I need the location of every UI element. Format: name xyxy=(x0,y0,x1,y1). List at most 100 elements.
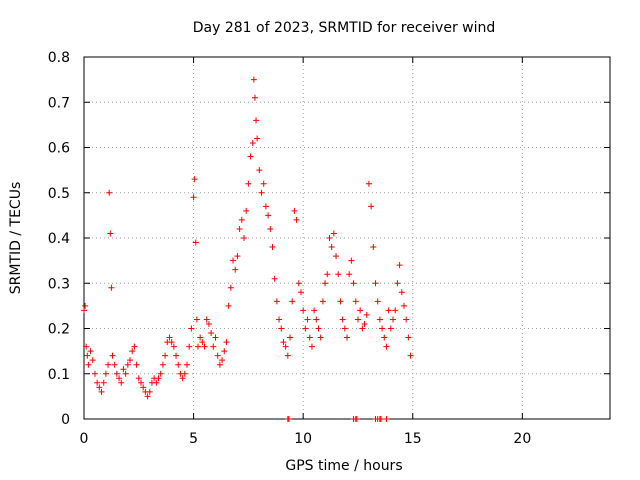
data-point xyxy=(337,298,344,305)
y-tick-label: 0.4 xyxy=(48,231,70,247)
y-tick-label: 0.6 xyxy=(48,141,70,157)
data-point xyxy=(120,366,127,373)
data-point xyxy=(203,316,210,323)
data-point xyxy=(216,361,223,368)
data-point xyxy=(370,244,377,251)
data-point xyxy=(291,207,298,214)
data-point xyxy=(85,361,92,368)
data-point xyxy=(238,216,245,223)
data-point xyxy=(230,257,237,264)
data-point xyxy=(381,334,388,341)
data-point xyxy=(282,343,289,350)
data-point xyxy=(193,316,200,323)
data-point xyxy=(98,388,105,395)
data-point xyxy=(394,280,401,287)
grid-lines xyxy=(84,57,610,419)
data-point xyxy=(109,352,116,359)
data-point xyxy=(376,316,383,323)
data-point xyxy=(278,325,285,332)
data-point xyxy=(83,343,90,350)
data-point xyxy=(234,253,241,260)
data-points xyxy=(81,76,414,422)
data-point xyxy=(155,375,162,382)
data-point xyxy=(116,375,123,382)
data-point xyxy=(322,280,329,287)
x-tick-label: 0 xyxy=(80,431,89,447)
data-point xyxy=(324,271,331,278)
data-point xyxy=(190,194,197,201)
data-point xyxy=(107,230,114,237)
data-point xyxy=(265,212,272,219)
data-point xyxy=(102,370,109,377)
data-point xyxy=(297,289,304,296)
data-point xyxy=(392,307,399,314)
data-point xyxy=(96,384,103,391)
data-point xyxy=(133,361,140,368)
x-tick-label: 10 xyxy=(294,431,312,447)
data-point xyxy=(390,316,397,323)
data-point xyxy=(379,325,386,332)
y-tick-label: 0.3 xyxy=(48,276,70,292)
data-point xyxy=(105,361,112,368)
data-point xyxy=(344,334,350,341)
data-point xyxy=(335,271,342,278)
x-tick-label: 20 xyxy=(513,431,531,447)
y-axis-label: SRMTID / TECUs xyxy=(8,182,24,295)
data-point xyxy=(250,76,257,83)
data-point xyxy=(153,379,160,386)
data-point xyxy=(232,266,239,273)
data-point xyxy=(111,361,118,368)
data-point xyxy=(357,307,364,314)
x-tick-label: 15 xyxy=(404,431,422,447)
data-point xyxy=(306,334,313,341)
data-point xyxy=(280,339,287,346)
data-point xyxy=(361,320,368,327)
data-point xyxy=(304,316,311,323)
data-point xyxy=(348,257,355,264)
data-point xyxy=(346,271,353,278)
data-point xyxy=(91,370,98,377)
y-tick-label: 0.2 xyxy=(48,322,70,338)
data-point xyxy=(254,135,261,142)
data-point xyxy=(173,352,180,359)
data-point xyxy=(223,339,230,346)
data-point xyxy=(236,225,243,232)
data-point xyxy=(377,416,384,422)
data-point xyxy=(140,384,147,391)
data-point xyxy=(256,167,263,174)
data-point xyxy=(353,416,360,422)
data-point xyxy=(365,180,372,187)
data-point xyxy=(385,307,392,314)
data-point xyxy=(269,244,276,251)
data-point xyxy=(225,302,232,309)
data-point xyxy=(262,203,269,210)
data-point xyxy=(354,316,361,323)
data-point xyxy=(144,393,151,400)
data-point xyxy=(326,235,333,241)
data-point xyxy=(249,139,256,146)
data-point xyxy=(94,379,101,386)
data-point xyxy=(240,235,247,241)
y-tick-label: 0.1 xyxy=(48,367,70,383)
data-point xyxy=(205,320,212,327)
y-tick-label: 0.7 xyxy=(48,95,70,111)
y-tick-label: 0 xyxy=(61,412,70,428)
data-point xyxy=(317,334,324,341)
data-point xyxy=(127,357,134,364)
data-point xyxy=(300,307,307,314)
data-point xyxy=(341,325,348,332)
data-point xyxy=(284,352,291,359)
data-point xyxy=(122,370,129,377)
data-point xyxy=(374,298,381,305)
data-point xyxy=(293,216,300,223)
data-point xyxy=(100,379,107,386)
data-point xyxy=(253,117,260,124)
data-point xyxy=(113,370,120,377)
data-point xyxy=(170,343,177,350)
data-point xyxy=(330,230,337,237)
data-point xyxy=(260,180,267,187)
data-point xyxy=(302,325,309,332)
data-point xyxy=(201,343,208,350)
data-point xyxy=(192,239,199,246)
data-point xyxy=(350,280,357,287)
